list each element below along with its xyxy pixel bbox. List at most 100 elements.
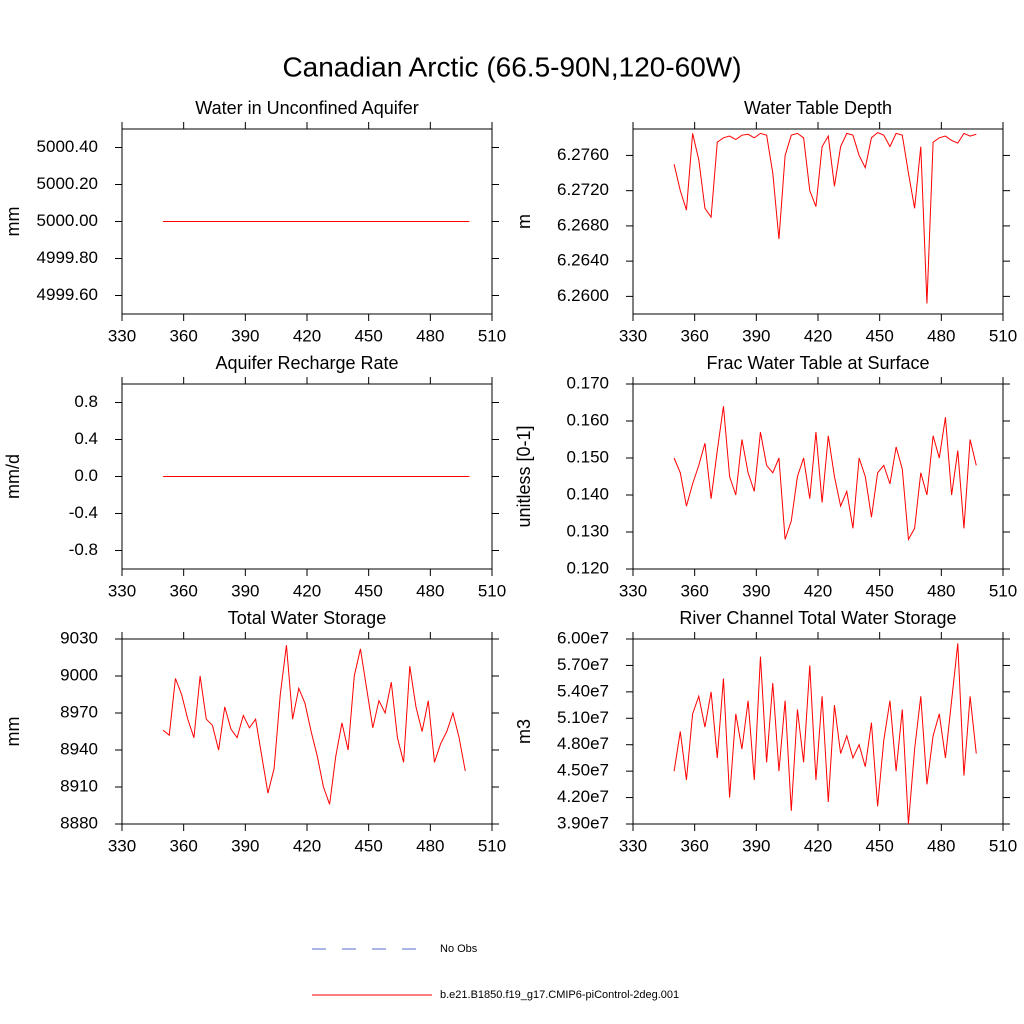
plot-frame	[632, 128, 1004, 315]
x-tick-label: 450	[354, 581, 382, 600]
y-tick-label: 0.130	[566, 521, 609, 540]
y-tick-label: 3.90e7	[557, 813, 609, 832]
x-tick-label: 450	[865, 581, 893, 600]
y-tick-label: 5000.00	[37, 211, 98, 230]
x-tick-label: 480	[416, 326, 444, 345]
x-tick-label: 480	[927, 836, 955, 855]
x-tick-label: 450	[865, 326, 893, 345]
x-tick-label: 390	[742, 326, 770, 345]
y-tick-label: 6.00e7	[557, 628, 609, 647]
data-line	[673, 131, 977, 304]
y-tick-label: 8910	[60, 776, 98, 795]
y-axis-label: m	[514, 214, 534, 229]
y-tick-label: 0.140	[566, 484, 609, 503]
x-tick-label: 480	[416, 581, 444, 600]
x-tick-label: 330	[108, 326, 136, 345]
plot-frame	[632, 383, 1004, 570]
y-tick-label: 9030	[60, 628, 98, 647]
y-tick-label: 4999.80	[37, 248, 98, 267]
panel-title: River Channel Total Water Storage	[679, 608, 956, 628]
y-tick-label: 4.80e7	[557, 734, 609, 753]
x-tick-label: 420	[804, 581, 832, 600]
data-line	[673, 643, 977, 825]
y-tick-label: 4999.60	[37, 285, 98, 304]
x-tick-label: 420	[804, 326, 832, 345]
x-tick-label: 480	[927, 581, 955, 600]
y-tick-label: -0.4	[69, 503, 98, 522]
y-tick-label: 6.2600	[557, 286, 609, 305]
y-tick-label: 0.4	[74, 429, 98, 448]
y-axis-label: m3	[514, 719, 534, 744]
y-tick-label: 5000.40	[37, 137, 98, 156]
y-tick-label: -0.8	[69, 540, 98, 559]
x-tick-label: 480	[927, 326, 955, 345]
y-tick-label: 0.160	[566, 410, 609, 429]
y-tick-label: 5.70e7	[557, 655, 609, 674]
y-axis-label: mm	[3, 717, 23, 747]
y-axis-label: mm	[3, 207, 23, 237]
x-tick-label: 360	[680, 836, 708, 855]
x-tick-label: 330	[619, 581, 647, 600]
data-line	[162, 645, 466, 805]
x-tick-label: 420	[804, 836, 832, 855]
legend-label: b.e21.B1850.f19_g17.CMIP6-piControl-2deg…	[440, 989, 679, 1001]
x-tick-label: 360	[169, 326, 197, 345]
y-tick-label: 0.120	[566, 558, 609, 577]
x-tick-label: 390	[742, 581, 770, 600]
x-tick-label: 450	[354, 326, 382, 345]
x-tick-label: 360	[169, 581, 197, 600]
x-tick-label: 330	[619, 326, 647, 345]
x-tick-label: 390	[231, 581, 259, 600]
y-tick-label: 0.170	[566, 373, 609, 392]
x-tick-label: 390	[742, 836, 770, 855]
panel-title: Aquifer Recharge Rate	[215, 353, 398, 373]
x-tick-label: 390	[231, 326, 259, 345]
panel-title: Total Water Storage	[228, 608, 386, 628]
x-tick-label: 510	[989, 326, 1017, 345]
x-tick-label: 420	[293, 836, 321, 855]
panel-title: Frac Water Table at Surface	[706, 353, 929, 373]
legend-label: No Obs	[440, 943, 478, 955]
data-line	[673, 406, 977, 542]
y-tick-label: 8880	[60, 813, 98, 832]
plot-frame	[632, 638, 1004, 825]
x-tick-label: 510	[478, 326, 506, 345]
x-tick-label: 330	[108, 836, 136, 855]
x-tick-label: 510	[478, 836, 506, 855]
x-tick-label: 360	[169, 836, 197, 855]
x-tick-label: 450	[865, 836, 893, 855]
x-tick-label: 420	[293, 581, 321, 600]
x-tick-label: 450	[354, 836, 382, 855]
y-tick-label: 5.10e7	[557, 708, 609, 727]
x-tick-label: 510	[989, 836, 1017, 855]
panel-title: Water Table Depth	[744, 98, 892, 118]
y-tick-label: 5000.20	[37, 174, 98, 193]
y-tick-label: 6.2680	[557, 215, 609, 234]
y-tick-label: 0.150	[566, 447, 609, 466]
panel-title: Water in Unconfined Aquifer	[195, 98, 418, 118]
figure-title: Canadian Arctic (66.5-90N,120-60W)	[282, 51, 741, 82]
x-tick-label: 330	[619, 836, 647, 855]
x-tick-label: 510	[989, 581, 1017, 600]
y-tick-label: 6.2640	[557, 251, 609, 270]
y-tick-label: 0.8	[74, 392, 98, 411]
x-tick-label: 360	[680, 326, 708, 345]
x-tick-label: 420	[293, 326, 321, 345]
x-tick-label: 510	[478, 581, 506, 600]
y-tick-label: 6.2760	[557, 145, 609, 164]
y-tick-label: 8940	[60, 739, 98, 758]
x-tick-label: 330	[108, 581, 136, 600]
y-tick-label: 5.40e7	[557, 681, 609, 700]
x-tick-label: 480	[416, 836, 444, 855]
y-tick-label: 8970	[60, 702, 98, 721]
y-tick-label: 6.2720	[557, 180, 609, 199]
x-tick-label: 390	[231, 836, 259, 855]
y-axis-label: mm/d	[3, 454, 23, 499]
y-tick-label: 4.50e7	[557, 761, 609, 780]
y-axis-label: unitless [0-1]	[514, 425, 534, 527]
x-tick-label: 360	[680, 581, 708, 600]
plot-frame	[121, 638, 493, 825]
y-tick-label: 9000	[60, 665, 98, 684]
y-tick-label: 4.20e7	[557, 787, 609, 806]
